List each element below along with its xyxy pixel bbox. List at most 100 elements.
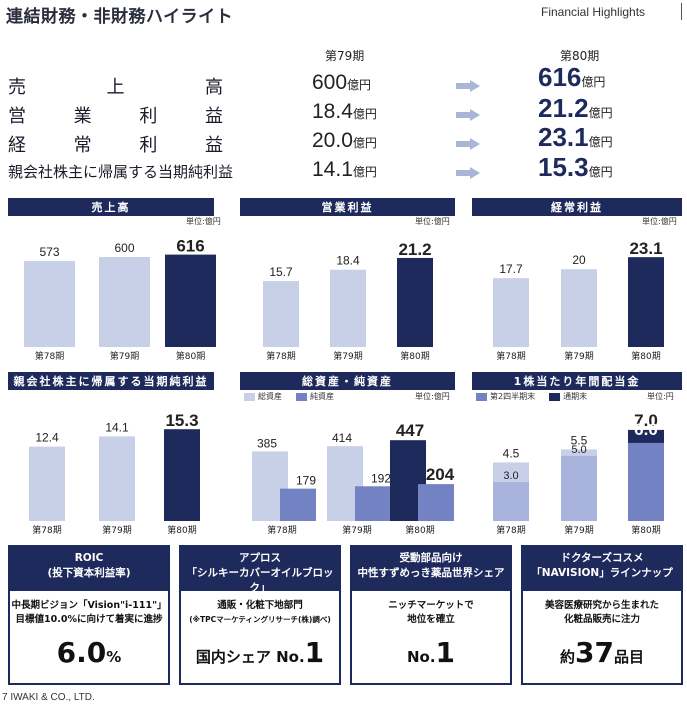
tick-label: 第79期 <box>333 350 362 362</box>
bar <box>99 257 150 347</box>
bar <box>99 436 135 521</box>
chart-sales: 573 第78期 600 第79期 616 第80期 <box>24 237 216 362</box>
chart-assets: 385 179 第78期 414 192 第79期 447 204 第80期 <box>252 421 455 536</box>
legend-assets: 総資産 純資産 <box>244 391 334 402</box>
box-roic-desc-1: 中長期ビジョン「Vision"i-111"」 <box>11 600 167 611</box>
bar <box>397 257 433 347</box>
data-label: 192 <box>371 471 391 485</box>
data-label: 3.0 <box>503 470 518 482</box>
legend-swatch-total-assets <box>244 392 255 401</box>
tick-label: 第79期 <box>342 524 371 536</box>
chart-header-ordinary-income: 経常利益 <box>472 198 682 216</box>
box-plating-desc-2: 地位を確立 <box>407 614 455 625</box>
box-apros-desc-2: (※TPCマーケティングリサーチ(株)調べ) <box>189 615 331 624</box>
legend-swatch-year-end <box>549 392 561 401</box>
legend-label-total-assets: 総資産 <box>258 392 282 401</box>
chart-header-operating-income: 営業利益 <box>240 198 455 216</box>
tick-label: 第79期 <box>564 350 593 362</box>
chart-header-net-income: 親会社株主に帰属する当期純利益 <box>8 372 214 390</box>
data-label: 385 <box>257 436 277 450</box>
chart-header-sales: 売上高 <box>8 198 214 216</box>
row-label-char: 益 <box>204 135 223 156</box>
bar <box>561 269 597 347</box>
legend-dividend: 第2四半期末 通期末 <box>476 391 587 402</box>
operating-income-curr-value: 21.2億円 <box>538 93 613 123</box>
box-plating: 受動部品向け 中性すずめっき薬品世界シェア ニッチマーケットで 地位を確立 No… <box>350 545 512 685</box>
tick-label: 第79期 <box>102 524 131 536</box>
data-label: 7.0 <box>634 411 658 430</box>
row-label-char: 高 <box>205 77 223 98</box>
period-curr-heading: 第80期 <box>560 49 600 63</box>
data-label: 15.3 <box>165 411 198 430</box>
box-plating-header: 受動部品向け 中性すずめっき薬品世界シェア <box>352 547 510 591</box>
bar <box>628 257 664 347</box>
box-roic-desc-2: 目標値10.0%に向けて着実に進捗 <box>15 614 163 625</box>
data-label: 6.0 <box>634 420 658 439</box>
box-roic: ROIC (投下資本利益率) 中長期ビジョン「Vision"i-111"」 目標… <box>8 545 170 685</box>
data-label: 14.1 <box>105 420 129 434</box>
box-navision-header: ドクターズコスメ 「NAVISION」ラインナップ <box>523 547 681 591</box>
chart-unit-operating-income: 単位:億円 <box>415 217 450 226</box>
box-plating-title: 受動部品向け <box>399 552 463 564</box>
box-apros-title: アプロス <box>239 552 281 564</box>
legend-label-year-end: 通期末 <box>563 392 588 401</box>
bar <box>280 488 316 521</box>
bar <box>418 484 454 521</box>
arrow-right-icon <box>456 138 480 150</box>
box-navision-subtitle: 「NAVISION」ラインナップ <box>531 567 673 579</box>
tick-label: 第78期 <box>496 350 525 362</box>
box-navision-desc-1: 美容医療研究から生まれた <box>544 600 659 611</box>
box-plating-desc-1: ニッチマーケットで <box>388 600 474 611</box>
legend-label-net-assets: 純資産 <box>310 392 334 401</box>
row-label-char: 経 <box>8 135 26 156</box>
tick-label: 第78期 <box>266 350 295 362</box>
chart-header-assets: 総資産・純資産 <box>240 372 455 390</box>
box-roic-header: ROIC (投下資本利益率) <box>10 547 168 591</box>
bar <box>561 455 597 521</box>
net-income-prev-value: 14.1億円 <box>312 158 377 181</box>
data-label: 17.7 <box>499 262 523 276</box>
data-label: 23.1 <box>629 239 662 258</box>
data-label: 4.5 <box>503 446 520 460</box>
data-label: 600 <box>114 241 134 255</box>
box-apros-header: アプロス 「シルキーカバーオイルブロック」 <box>181 547 339 594</box>
arrow-right-icon <box>456 80 480 92</box>
header-divider <box>681 3 682 20</box>
row-label-ordinary-income: 経常利益 <box>8 131 223 157</box>
row-label-char: 上 <box>106 77 125 98</box>
row-label-char: 業 <box>73 106 92 127</box>
chart-unit-dividend: 単位:円 <box>647 392 674 401</box>
data-label: 5.5 <box>571 433 588 447</box>
box-apros-value: 国内シェア No.1 <box>195 636 325 669</box>
arrow-right-icon <box>456 109 480 121</box>
row-label-net-income: 親会社株主に帰属する当期純利益 <box>8 163 234 181</box>
tick-label: 第80期 <box>167 524 196 536</box>
tick-label: 第80期 <box>405 524 434 536</box>
chart-header-dividend: 1株当たり年間配当金 <box>472 372 682 390</box>
data-label: 5.0 <box>571 444 586 456</box>
chart-operating-income: 15.7 第78期 18.4 第79期 21.2 第80期 <box>263 240 433 362</box>
row-label-char: 営 <box>8 106 26 127</box>
net-income-curr-value: 15.3億円 <box>538 152 613 182</box>
chart-ordinary-income: 17.7 第78期 20 第79期 23.1 第80期 <box>493 239 664 362</box>
ordinary-income-curr-value: 23.1億円 <box>538 122 613 152</box>
bar <box>29 446 65 521</box>
page-footer: 7 IWAKI & CO., LTD. <box>2 692 95 703</box>
box-apros-subtitle: 「シルキーカバーオイルブロック」 <box>186 567 334 594</box>
data-label: 15.7 <box>269 265 293 279</box>
legend-label-interim: 第2四半期末 <box>490 392 536 401</box>
tick-label: 第80期 <box>631 350 660 362</box>
row-label-operating-income: 営業利益 <box>8 102 223 128</box>
data-label: 204 <box>426 465 455 484</box>
bar <box>165 254 216 347</box>
chart-unit-ordinary-income: 単位:億円 <box>642 217 677 226</box>
page-subtitle: Financial Highlights <box>541 5 646 19</box>
data-label: 12.4 <box>35 431 59 445</box>
data-label: 179 <box>296 474 316 488</box>
box-roic-value: 6.0% <box>56 636 122 669</box>
bar <box>263 281 299 347</box>
bar <box>493 278 529 347</box>
box-navision-title: ドクターズコスメ <box>560 552 644 564</box>
tick-label: 第78期 <box>32 524 61 536</box>
row-label-char: 利 <box>139 135 158 156</box>
